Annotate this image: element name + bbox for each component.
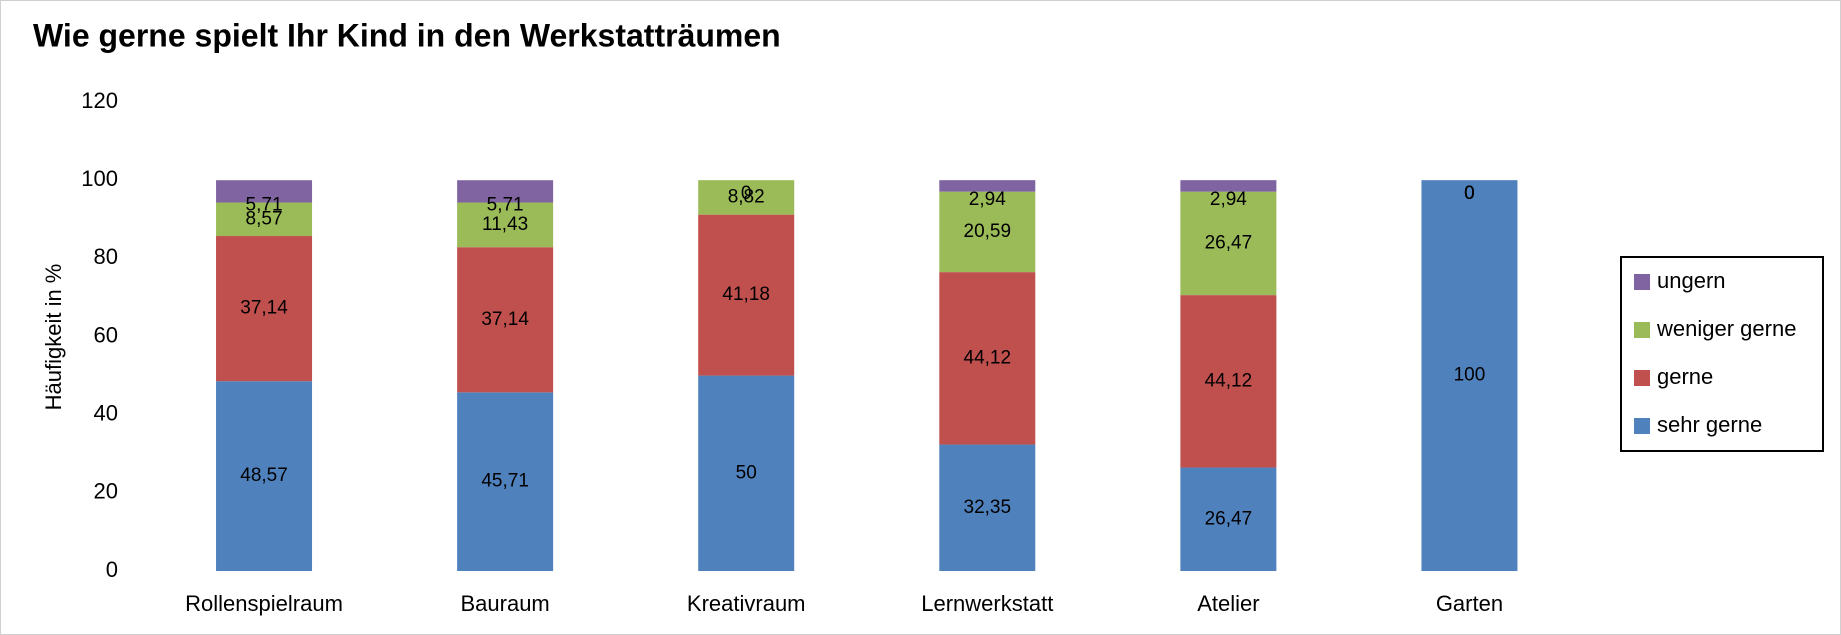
data-label: 37,14 — [240, 298, 288, 319]
bar-segment — [457, 180, 554, 203]
data-label: 48,57 — [240, 465, 288, 486]
bar-segment — [698, 180, 795, 215]
y-tick-label: 0 — [106, 557, 118, 582]
data-label: 26,47 — [1205, 232, 1253, 253]
legend-label: ungern — [1657, 268, 1726, 293]
x-tick-label: Kreativraum — [687, 591, 806, 616]
y-tick-label: 100 — [81, 166, 118, 191]
bar-segment — [216, 180, 313, 203]
y-tick-label: 20 — [94, 479, 118, 504]
bar-segment — [1180, 295, 1277, 468]
y-tick-label: 80 — [94, 244, 118, 269]
data-label: 5,71 — [246, 194, 283, 215]
data-label: 0 — [741, 183, 752, 204]
x-tick-label: Rollenspielraum — [185, 591, 343, 616]
legend-swatch — [1634, 274, 1650, 290]
bar-segment — [939, 191, 1036, 273]
chart-title: Wie gerne spielt Ihr Kind in den Werksta… — [33, 17, 781, 53]
bar-segment — [698, 375, 795, 571]
y-axis-label: Häufigkeit in % — [41, 264, 66, 411]
x-tick-label: Bauraum — [460, 591, 549, 616]
data-label: 100 — [1454, 365, 1486, 386]
data-label: 41,18 — [722, 284, 770, 305]
bar-segment — [216, 202, 313, 237]
data-label: 26,47 — [1205, 508, 1253, 529]
data-label: 44,12 — [1205, 370, 1253, 391]
data-label: 2,94 — [969, 189, 1006, 210]
y-tick-label: 120 — [81, 88, 118, 113]
data-label: 8,57 — [246, 208, 283, 229]
legend-label: sehr gerne — [1657, 412, 1762, 437]
y-tick-label: 40 — [94, 400, 118, 425]
data-label: 44,12 — [964, 347, 1012, 368]
bar-segment — [457, 202, 554, 248]
bar-segment — [939, 272, 1036, 445]
data-label: 50 — [736, 462, 757, 483]
data-label: 11,43 — [482, 214, 528, 235]
bar-segment — [1180, 191, 1277, 296]
legend-swatch — [1634, 370, 1650, 386]
bar-segment — [1180, 180, 1277, 192]
legend-box — [1620, 256, 1824, 452]
bar-segment — [939, 444, 1036, 571]
bar-segment — [457, 392, 554, 571]
legend-swatch — [1634, 418, 1650, 434]
data-label: 5,71 — [487, 194, 524, 215]
data-label: 0 — [1464, 183, 1475, 204]
x-tick-label: Lernwerkstatt — [921, 591, 1053, 616]
data-label: 37,14 — [481, 309, 529, 330]
bar-segment — [216, 381, 313, 571]
legend-label: weniger gerne — [1656, 316, 1796, 341]
x-tick-label: Atelier — [1197, 591, 1259, 616]
legend-label: gerne — [1657, 364, 1713, 389]
data-label: 2,94 — [1210, 189, 1247, 210]
data-label: 0 — [1464, 183, 1475, 204]
legend-swatch — [1634, 322, 1650, 338]
data-label: 8,82 — [728, 186, 765, 207]
x-tick-label: Garten — [1436, 591, 1503, 616]
bar-segment — [216, 236, 313, 382]
bar-segment — [939, 180, 1036, 192]
bar-segment — [1421, 180, 1518, 571]
bar-segment — [457, 247, 554, 393]
data-label: 20,59 — [964, 221, 1012, 242]
bar-segment — [1180, 467, 1277, 571]
y-tick-label: 60 — [94, 322, 118, 347]
bar-segment — [698, 214, 795, 376]
data-label: 0 — [1464, 183, 1475, 204]
data-label: 32,35 — [964, 497, 1012, 518]
data-label: 45,71 — [481, 471, 529, 492]
